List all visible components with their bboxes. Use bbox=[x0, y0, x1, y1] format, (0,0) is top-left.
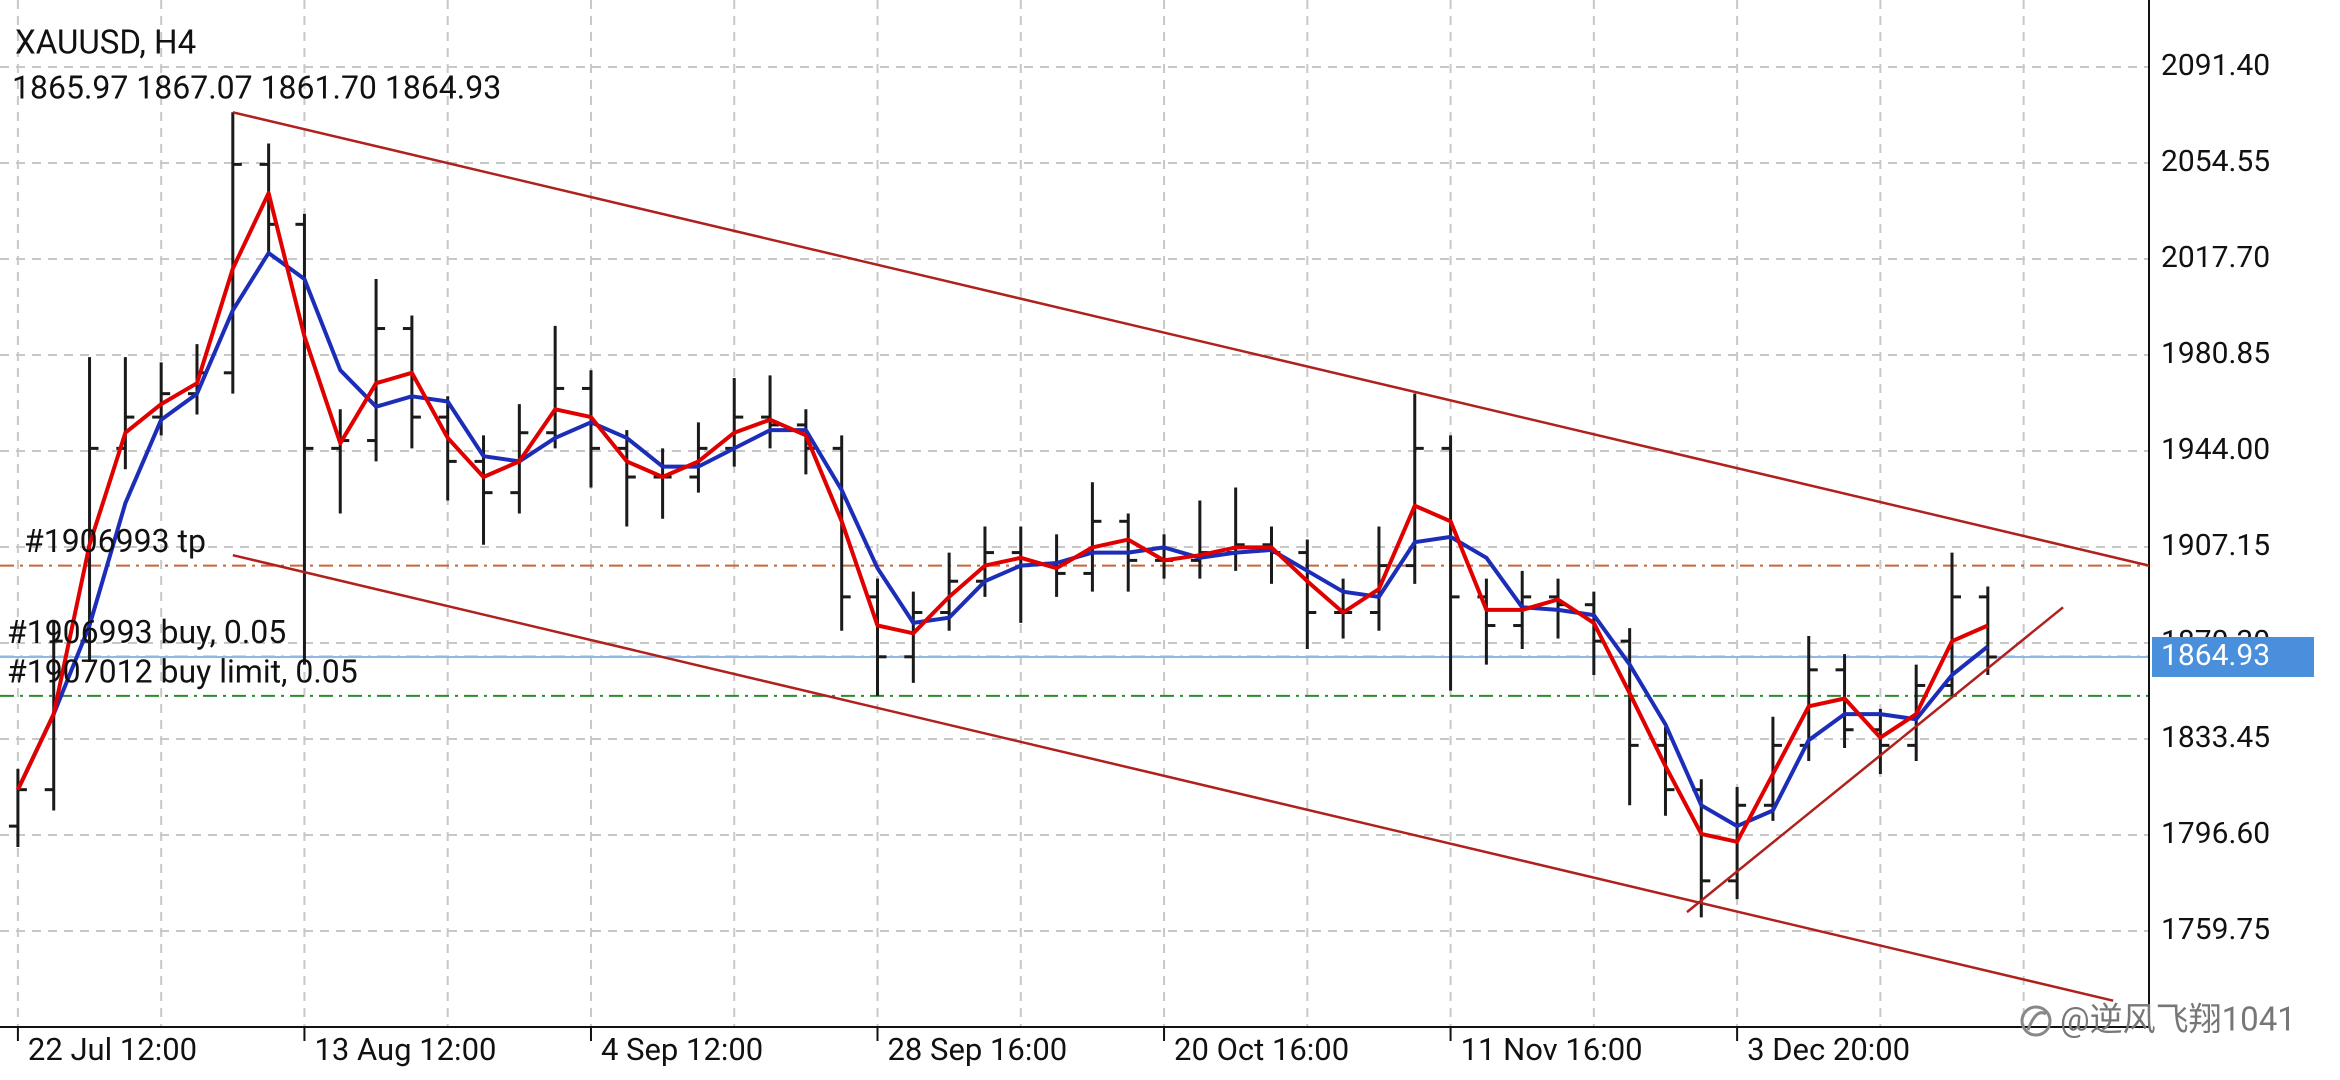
trendline bbox=[232, 553, 2114, 1002]
watermark: @逆风飞翔1041 bbox=[2060, 1001, 2296, 1040]
plot-area bbox=[0, 0, 2149, 1027]
order-label: #1906993 tp bbox=[24, 522, 206, 560]
y-tick-label: 1796.60 bbox=[2161, 816, 2270, 851]
order-label: #1907012 buy limit, 0.05 bbox=[7, 652, 358, 690]
ohlc-readout: 1865.97 1867.07 1861.70 1864.93 bbox=[12, 68, 501, 106]
x-tick-label: 22 Jul 12:00 bbox=[28, 1031, 197, 1068]
x-tick-label: 13 Aug 12:00 bbox=[314, 1031, 496, 1068]
y-tick-label: 1833.45 bbox=[2161, 720, 2270, 755]
moving-average bbox=[16, 191, 1989, 844]
y-tick-label: 1759.75 bbox=[2161, 912, 2270, 947]
y-tick-label: 2091.40 bbox=[2161, 48, 2270, 83]
order-label: #1906993 buy, 0.05 bbox=[7, 613, 286, 651]
watermark-icon bbox=[2020, 1005, 2052, 1037]
moving-average bbox=[16, 251, 1990, 829]
x-tick-label: 3 Dec 20:00 bbox=[1747, 1031, 1910, 1068]
x-tick-label: 28 Sep 16:00 bbox=[888, 1031, 1068, 1068]
x-tick-label: 11 Nov 16:00 bbox=[1461, 1031, 1643, 1068]
y-tick-label: 1944.00 bbox=[2161, 432, 2270, 467]
x-tick-label: 20 Oct 16:00 bbox=[1174, 1031, 1349, 1068]
chart-title: XAUUSD, H4 bbox=[15, 24, 196, 63]
x-tick-label: 4 Sep 12:00 bbox=[601, 1031, 763, 1068]
y-tick-label: 2017.70 bbox=[2161, 240, 2270, 275]
current-price-label: 1864.93 bbox=[2161, 638, 2270, 673]
y-tick-label: 1907.15 bbox=[2161, 528, 2270, 563]
y-tick-label: 1980.85 bbox=[2161, 336, 2270, 371]
trendline bbox=[1686, 606, 2064, 914]
trendline bbox=[232, 111, 2150, 567]
current-price-tag bbox=[2152, 636, 2314, 677]
y-tick-label: 2054.55 bbox=[2161, 144, 2270, 179]
